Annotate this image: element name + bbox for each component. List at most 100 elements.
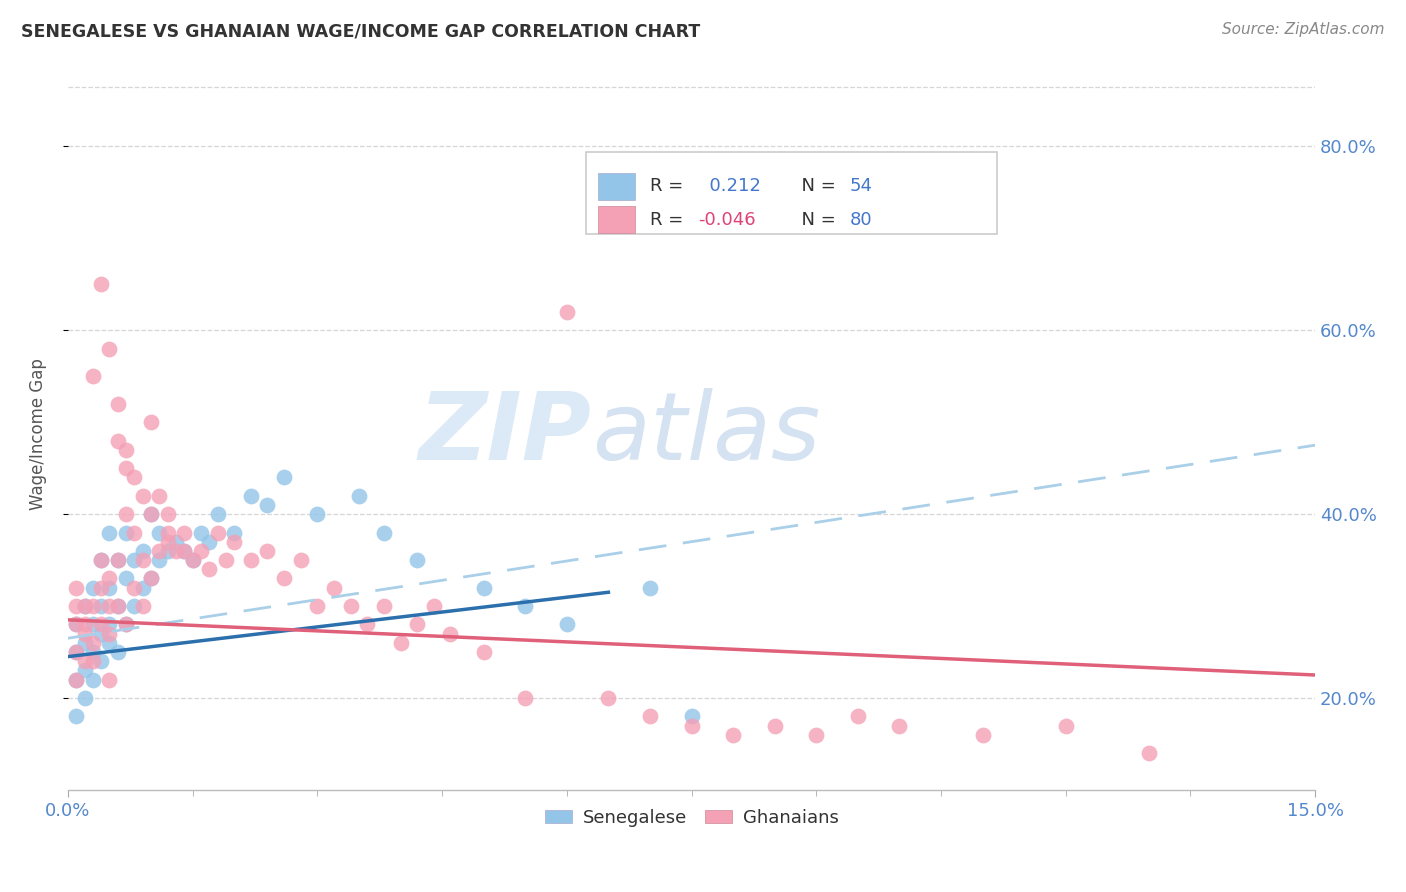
FancyBboxPatch shape xyxy=(598,173,636,200)
Text: -0.046: -0.046 xyxy=(697,211,755,229)
Point xyxy=(198,534,221,549)
Point xyxy=(555,617,578,632)
Point xyxy=(132,599,155,613)
Point xyxy=(73,599,96,613)
Point xyxy=(373,599,395,613)
Point xyxy=(148,525,170,540)
Point xyxy=(173,544,195,558)
Point xyxy=(115,525,138,540)
Text: 80: 80 xyxy=(851,211,873,229)
Point xyxy=(173,525,195,540)
Text: R =: R = xyxy=(651,211,689,229)
Point xyxy=(124,599,146,613)
Point xyxy=(73,654,96,668)
Point xyxy=(439,626,461,640)
Point xyxy=(132,553,155,567)
Point xyxy=(115,572,138,586)
Point xyxy=(256,544,278,558)
Point xyxy=(107,553,129,567)
Point xyxy=(207,525,229,540)
Point xyxy=(406,553,429,567)
Point xyxy=(132,544,155,558)
Point xyxy=(82,636,104,650)
Point xyxy=(65,617,87,632)
Point xyxy=(638,581,661,595)
Legend: Senegalese, Ghanaians: Senegalese, Ghanaians xyxy=(537,802,846,834)
Y-axis label: Wage/Income Gap: Wage/Income Gap xyxy=(30,358,46,509)
FancyBboxPatch shape xyxy=(585,153,997,235)
Point xyxy=(65,709,87,723)
Point xyxy=(190,525,212,540)
Point xyxy=(165,544,187,558)
Text: atlas: atlas xyxy=(592,388,820,479)
Point xyxy=(198,562,221,576)
Point xyxy=(98,342,121,356)
Text: N =: N = xyxy=(790,211,842,229)
Point xyxy=(1054,718,1077,732)
Point xyxy=(90,553,112,567)
Point xyxy=(82,369,104,384)
Point xyxy=(115,617,138,632)
Point xyxy=(124,581,146,595)
Point xyxy=(73,690,96,705)
Point xyxy=(82,673,104,687)
Point xyxy=(273,572,295,586)
Point xyxy=(107,645,129,659)
Point xyxy=(406,617,429,632)
Point xyxy=(98,673,121,687)
Point xyxy=(98,617,121,632)
Point xyxy=(156,525,179,540)
Point xyxy=(224,525,246,540)
Point xyxy=(156,534,179,549)
Point xyxy=(373,525,395,540)
Point xyxy=(721,728,744,742)
Point xyxy=(515,599,537,613)
Point xyxy=(148,553,170,567)
Point xyxy=(190,544,212,558)
Point xyxy=(339,599,361,613)
Point xyxy=(65,645,87,659)
Point xyxy=(423,599,446,613)
Text: ZIP: ZIP xyxy=(419,388,592,480)
Point xyxy=(156,544,179,558)
Point xyxy=(307,599,329,613)
Point xyxy=(65,581,87,595)
Point xyxy=(148,544,170,558)
Point xyxy=(139,572,162,586)
Point xyxy=(82,645,104,659)
Point xyxy=(73,599,96,613)
Point xyxy=(98,525,121,540)
Point xyxy=(98,572,121,586)
Point xyxy=(107,553,129,567)
Point xyxy=(139,572,162,586)
Point xyxy=(73,617,96,632)
Point xyxy=(90,277,112,292)
Point xyxy=(472,581,495,595)
Point xyxy=(98,599,121,613)
Point xyxy=(347,489,370,503)
Point xyxy=(165,534,187,549)
Point xyxy=(1137,746,1160,760)
Point xyxy=(132,489,155,503)
Point xyxy=(107,434,129,448)
Point xyxy=(181,553,204,567)
Point xyxy=(98,636,121,650)
Point xyxy=(73,664,96,678)
Point xyxy=(124,525,146,540)
Point xyxy=(115,507,138,521)
Point xyxy=(307,507,329,521)
Point xyxy=(472,645,495,659)
Point xyxy=(107,599,129,613)
Point xyxy=(273,470,295,484)
Point xyxy=(207,507,229,521)
Point xyxy=(323,581,346,595)
Point xyxy=(115,461,138,475)
Point xyxy=(98,581,121,595)
Point xyxy=(806,728,828,742)
Point xyxy=(181,553,204,567)
Point xyxy=(598,690,620,705)
Point xyxy=(681,709,703,723)
Point xyxy=(356,617,378,632)
Point xyxy=(224,534,246,549)
Point xyxy=(972,728,994,742)
